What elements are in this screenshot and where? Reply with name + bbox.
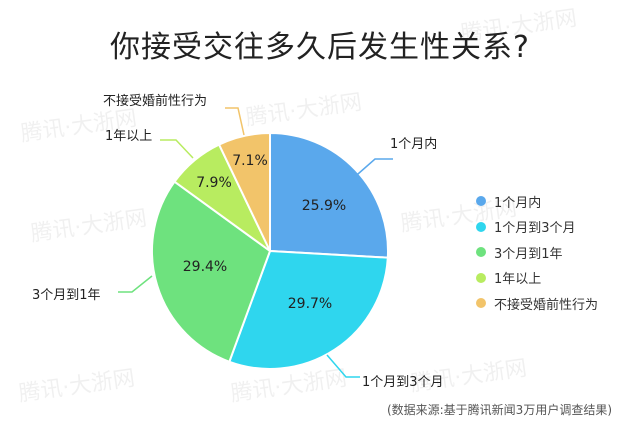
callout-label: 1个月内: [390, 136, 437, 152]
pie-slice-5: [217, 131, 271, 252]
callout-line: [225, 107, 245, 136]
legend-swatch: [476, 247, 486, 257]
slice-value-label: 7.9%: [196, 175, 232, 191]
callout-line: [326, 354, 360, 378]
legend-item: 1年以上: [476, 267, 598, 289]
pie-slice-1: [269, 131, 389, 259]
legend-item: 1个月内: [476, 190, 598, 212]
slice-value-label: 25.9%: [302, 198, 346, 214]
chart-title: 你接受交往多久后发生性关系?: [110, 30, 530, 65]
slice-value-label: 7.1%: [232, 153, 268, 169]
pie-slice-2: [228, 249, 389, 370]
legend-item: 3个月到1年: [476, 241, 598, 263]
legend: 1个月内 1个月到3个月 3个月到1年 1年以上不接受婚前性行为: [476, 190, 598, 318]
callout-line: [118, 275, 153, 293]
pie-slice-3: [151, 180, 272, 364]
legend-label: 1个月到3个月: [494, 221, 576, 236]
legend-label: 不接受婚前性行为: [494, 297, 599, 313]
callout-line: [349, 158, 393, 182]
callout-label: 3个月到1年: [32, 288, 101, 303]
callout-line: [160, 139, 194, 159]
source-note: (数据来源:基于腾讯新闻3万用户调查结果): [386, 403, 612, 417]
callout-label: 1年以上: [105, 129, 152, 144]
legend-label: 1个月内: [494, 195, 542, 211]
slice-value-label: 29.4%: [183, 259, 227, 275]
slice-value-label: 29.7%: [288, 296, 332, 312]
legend-swatch: [476, 196, 486, 206]
legend-label: 1年以上: [494, 272, 542, 287]
callout-label: 1个月到3个月: [362, 375, 444, 390]
legend-swatch: [476, 298, 486, 308]
legend-label: 3个月到1年: [494, 246, 563, 262]
legend-item: 1个月到3个月: [476, 216, 598, 238]
legend-swatch: [476, 221, 486, 232]
legend-item: 不接受婚前性行为: [476, 292, 598, 314]
legend-swatch: [476, 272, 486, 283]
callout-label: 不接受婚前性行为: [103, 93, 207, 109]
